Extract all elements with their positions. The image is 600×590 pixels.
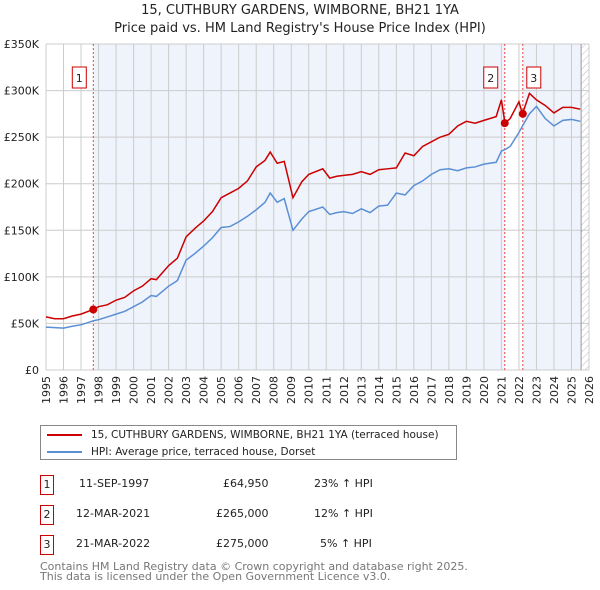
property-price-line xyxy=(45,92,581,320)
transaction-hpi: 12% ↑ HPI xyxy=(314,507,373,520)
x-tick-label: 1999 xyxy=(110,376,123,404)
sale-point xyxy=(518,109,527,118)
sale-label: 3 xyxy=(530,72,537,85)
x-tick-label: 2009 xyxy=(285,376,298,404)
x-tick-label: 2012 xyxy=(338,376,351,404)
sale-label: 2 xyxy=(487,72,494,85)
transaction-price: £64,950 xyxy=(223,477,269,490)
x-tick-label: 2007 xyxy=(250,376,263,404)
x-tick-label: 2008 xyxy=(268,376,281,404)
x-tick-label: 2002 xyxy=(163,376,176,404)
x-tick-label: 2022 xyxy=(513,376,526,404)
x-tick-label: 2014 xyxy=(373,376,386,404)
legend-label-property: 15, CUTHBURY GARDENS, WIMBORNE, BH21 1YA… xyxy=(91,429,439,441)
y-tick-label: £150K xyxy=(4,224,40,237)
legend: 15, CUTHBURY GARDENS, WIMBORNE, BH21 1YA… xyxy=(40,425,457,460)
sale-label-box xyxy=(71,66,87,89)
y-tick-label: £0 xyxy=(25,364,39,377)
footer-licence: This data is licensed under the Open Gov… xyxy=(40,570,391,583)
x-tick-label: 1995 xyxy=(40,376,53,404)
x-tick-label: 2015 xyxy=(390,376,403,404)
y-tick-label: £300K xyxy=(4,85,40,98)
x-tick-label: 2013 xyxy=(355,376,368,404)
transaction-marker: 1 xyxy=(40,475,54,495)
x-tick-label: 2016 xyxy=(408,376,421,404)
x-tick-label: 2017 xyxy=(425,376,438,404)
x-tick-label: 2006 xyxy=(233,376,246,404)
x-tick-label: 2018 xyxy=(443,376,456,404)
sale-label-box xyxy=(483,66,499,89)
x-tick-label: 1996 xyxy=(58,376,71,404)
legend-label-hpi: HPI: Average price, terraced house, Dors… xyxy=(91,446,316,458)
x-tick-label: 2023 xyxy=(530,376,543,404)
chart-subtitle: Price paid vs. HM Land Registry's House … xyxy=(114,21,486,36)
shaded-region xyxy=(522,44,582,370)
x-tick-label: 2001 xyxy=(145,376,158,404)
y-tick-label: £250K xyxy=(4,131,40,144)
x-tick-label: 2000 xyxy=(128,376,141,404)
legend-item-property: 15, CUTHBURY GARDENS, WIMBORNE, BH21 1YA… xyxy=(47,427,439,443)
x-tick-label: 1998 xyxy=(93,376,106,404)
x-tick-label: 1997 xyxy=(75,376,88,404)
transaction-marker: 3 xyxy=(40,535,54,555)
y-tick-label: £50K xyxy=(11,317,40,330)
legend-swatch-hpi xyxy=(47,451,82,453)
future-hatch xyxy=(581,44,589,370)
legend-item-hpi: HPI: Average price, terraced house, Dors… xyxy=(47,444,315,460)
x-tick-label: 2024 xyxy=(548,376,561,404)
hpi-line xyxy=(45,105,581,329)
transaction-date: 11-SEP-1997 xyxy=(79,477,150,490)
x-tick-label: 2020 xyxy=(478,376,491,404)
y-tick-label: £350K xyxy=(4,38,40,51)
transaction-marker: 2 xyxy=(40,505,54,525)
footer-copyright: Contains HM Land Registry data © Crown c… xyxy=(40,560,468,573)
price-chart: 1995 1996 1997 1998 1999 2000 2001 2002 2003 2004… xyxy=(4,38,596,404)
sale-point xyxy=(500,119,509,128)
x-tick-label: 2004 xyxy=(198,376,211,404)
chart-title: 15, CUTHBURY GARDENS, WIMBORNE, BH21 1YA xyxy=(141,3,459,18)
x-tick-label: 2005 xyxy=(215,376,228,404)
x-tick-label: 2011 xyxy=(320,376,333,404)
x-tick-label: 2025 xyxy=(565,376,578,404)
sale-point xyxy=(89,305,98,314)
transaction-hpi: 23% ↑ HPI xyxy=(314,477,373,490)
transaction-price: £275,000 xyxy=(216,537,269,550)
x-tick-label: 2003 xyxy=(180,376,193,404)
shaded-region xyxy=(93,44,505,370)
legend-swatch-property xyxy=(47,434,82,436)
x-tick-label: 2021 xyxy=(495,376,508,404)
x-tick-label: 2019 xyxy=(460,376,473,404)
transaction-date: 21-MAR-2022 xyxy=(76,537,151,550)
transaction-price: £265,000 xyxy=(216,507,269,520)
y-tick-label: £100K xyxy=(4,271,40,284)
sale-label: 1 xyxy=(76,72,83,85)
y-tick-label: £200K xyxy=(4,178,40,191)
x-tick-label: 2026 xyxy=(583,376,596,404)
x-tick-label: 2010 xyxy=(303,376,316,404)
sale-label-box xyxy=(526,66,542,89)
transaction-date: 12-MAR-2021 xyxy=(76,507,151,520)
transaction-hpi: 5% ↑ HPI xyxy=(320,537,372,550)
